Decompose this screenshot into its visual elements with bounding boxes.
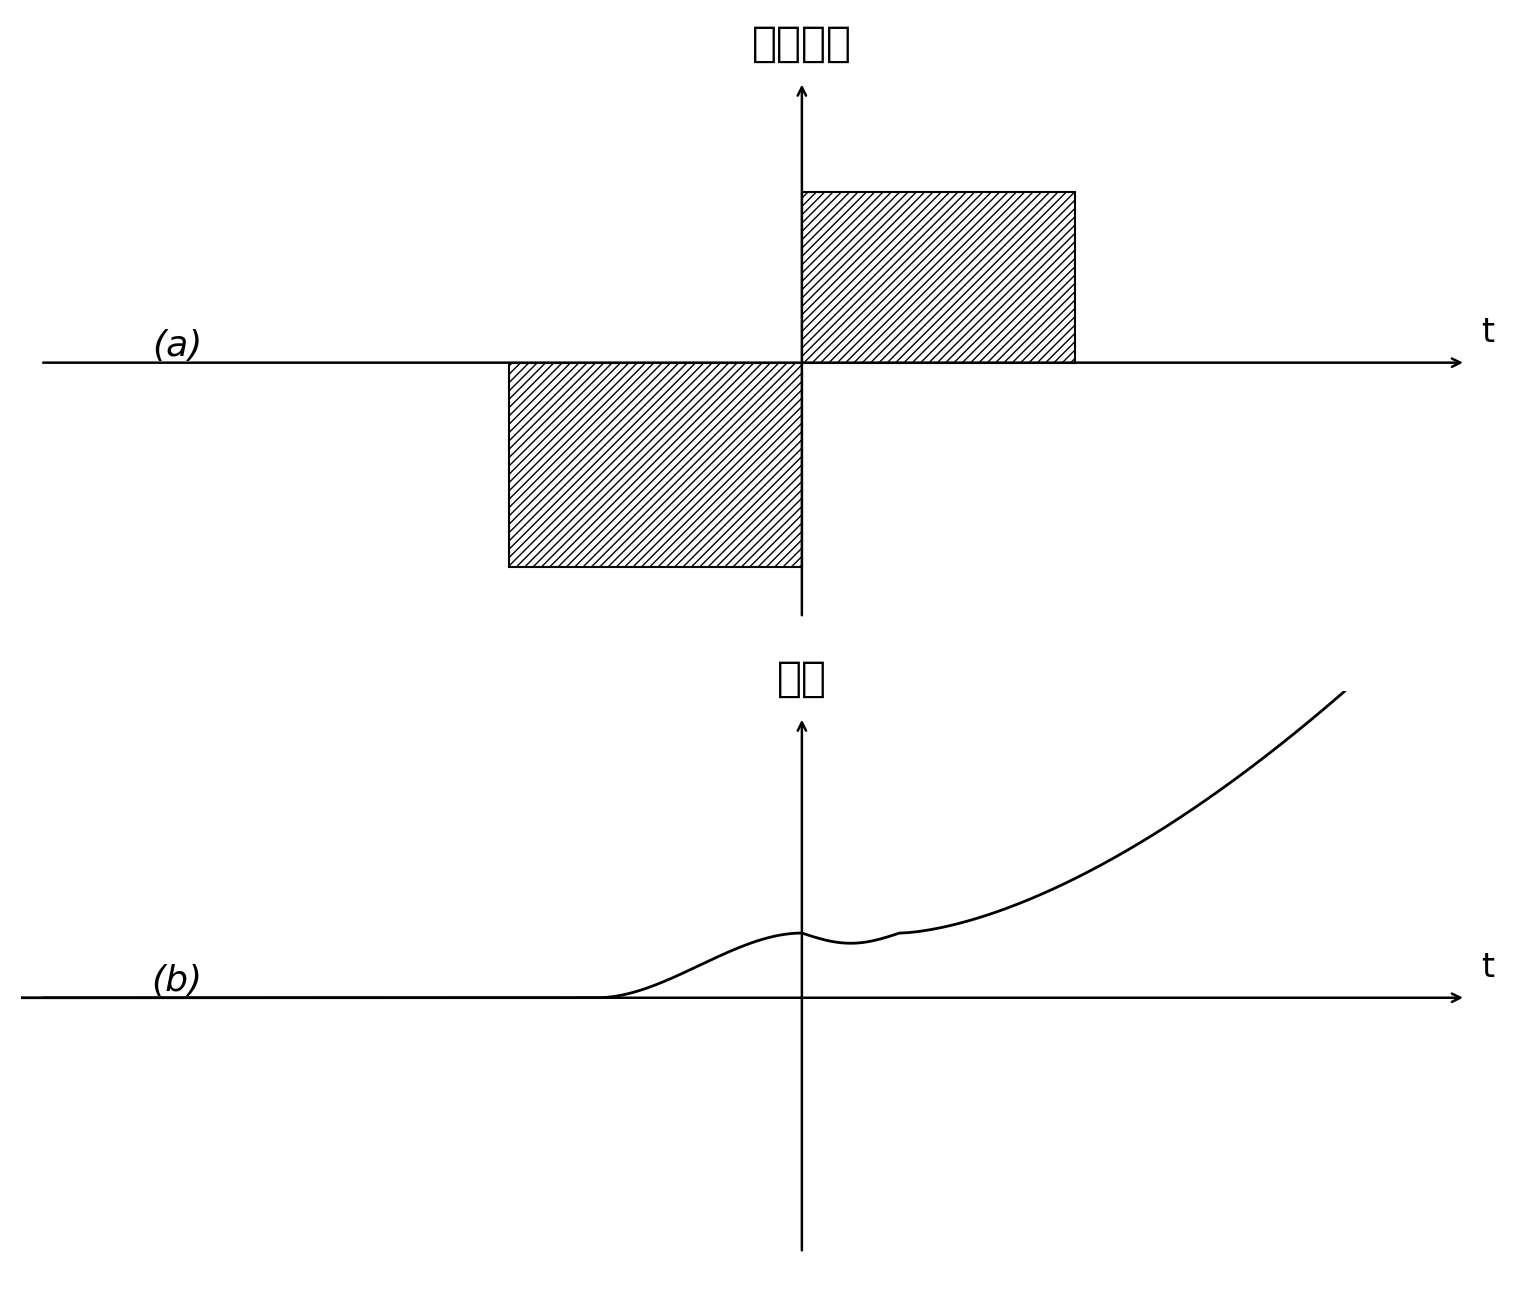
Text: 相位: 相位: [776, 658, 826, 700]
Bar: [509, 363, 802, 567]
Text: t: t: [1481, 316, 1495, 349]
Bar: [802, 192, 1075, 363]
Text: t: t: [1481, 951, 1495, 984]
Text: 倾斜磁场: 倾斜磁场: [752, 23, 852, 65]
Text: (a): (a): [152, 329, 202, 363]
Text: (b): (b): [152, 963, 203, 998]
